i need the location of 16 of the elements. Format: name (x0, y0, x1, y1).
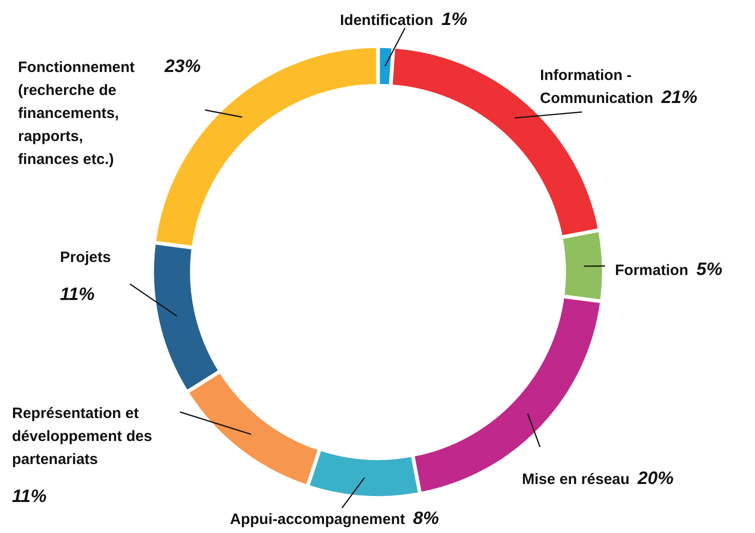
data-label: 5% (696, 259, 722, 279)
slice-label: Information - Communication (540, 67, 654, 107)
data-label: 8% (413, 508, 440, 528)
data-label: 23% (164, 56, 201, 76)
category-label: Fonctionnement (recherche de financements, rapports, finances etc.) (18, 59, 135, 168)
slice-label: Formation (615, 262, 688, 279)
data-label: 11% (60, 284, 95, 304)
data-label: 1% (441, 9, 468, 29)
slice-label: Projets (60, 249, 111, 266)
data-label: 20% (636, 468, 674, 488)
data-label: 21% (660, 87, 698, 107)
slice-label: Identification (340, 12, 434, 29)
data-label: 11% (12, 486, 47, 506)
slice-label: Appui-accompagnement (230, 511, 406, 528)
slice-label: Représentation et développement des partenariats (12, 405, 152, 468)
slice-label: Mise en réseau (522, 471, 630, 488)
